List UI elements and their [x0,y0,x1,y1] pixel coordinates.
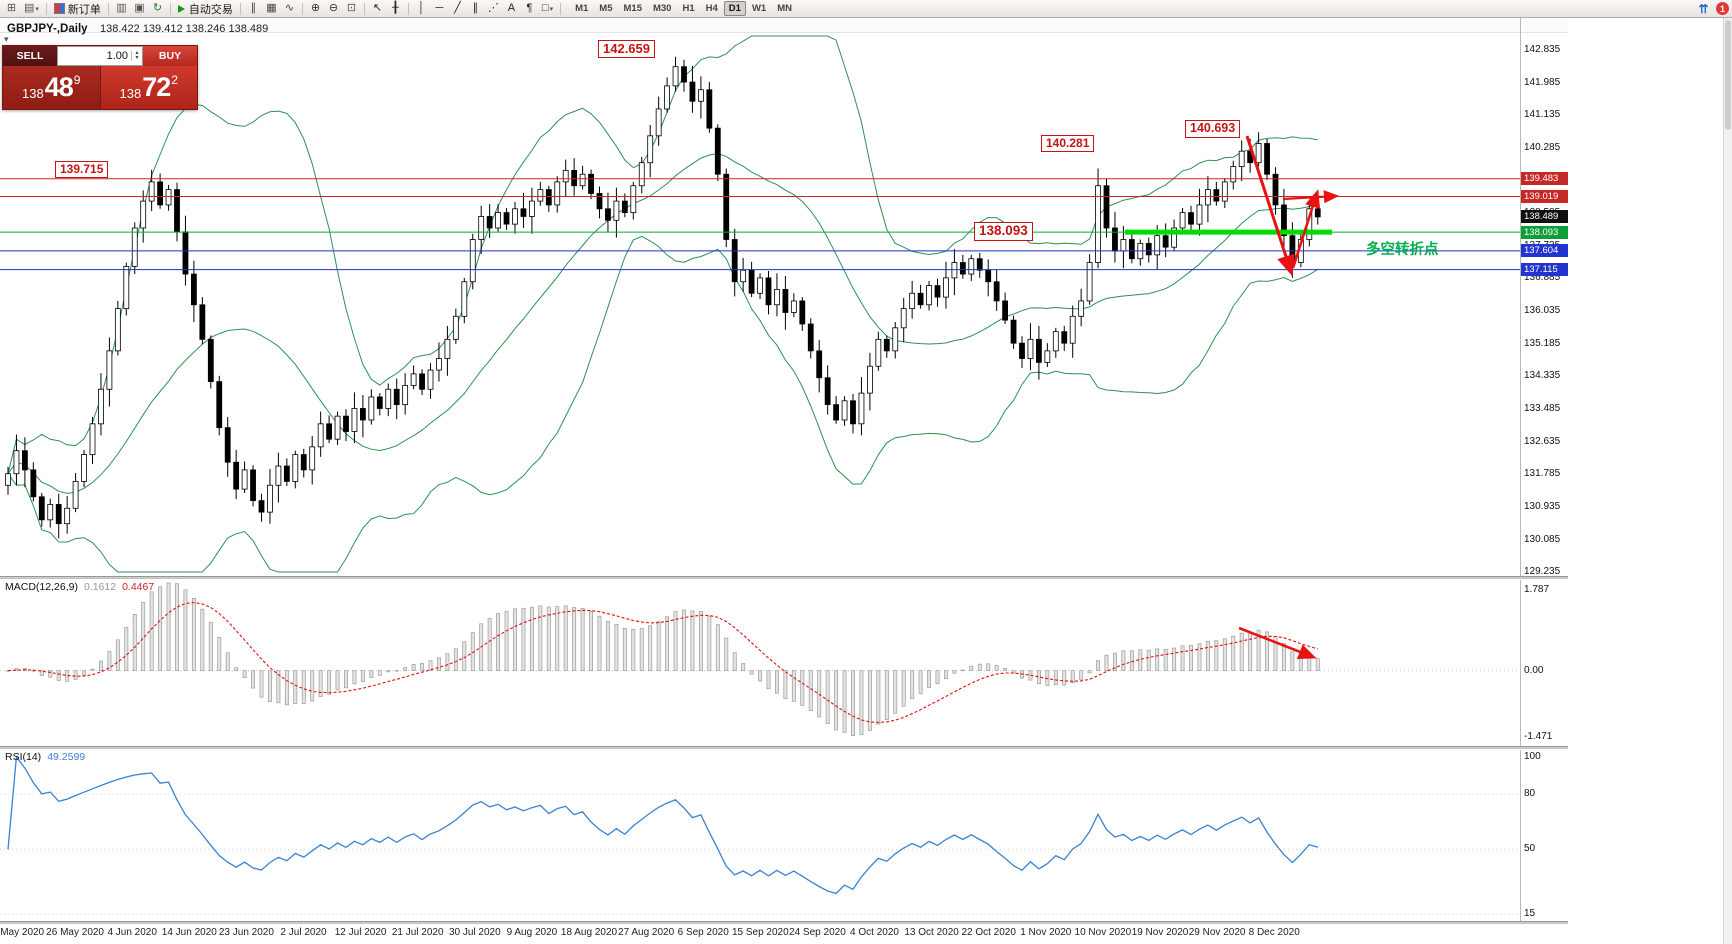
ask-big-digits: 72 [142,72,171,102]
one-click-toggle-icon[interactable]: ▾ [4,34,9,44]
vertical-scrollbar[interactable] [1723,18,1732,944]
horizontal-lines-layer[interactable] [0,178,1520,271]
bid-prefix: 138 [22,86,44,101]
toolbar-separator [169,2,171,15]
swing-price-label[interactable]: 140.281 [1041,135,1095,152]
new-order-button[interactable]: 新订单 [51,1,104,17]
profiles-icon[interactable]: ▤ ▾ [24,2,39,14]
notification-badge[interactable]: 1 [1716,2,1729,15]
toolbar-separator [107,2,109,15]
bollinger-bands [7,35,1319,573]
volume-field[interactable]: 1.00 ▴ ▾ [57,46,143,66]
caret-down-icon: ▾ [35,5,39,13]
refresh-icon[interactable]: ↻ [152,2,163,14]
data-window-icon[interactable]: ▣ [134,2,145,14]
chart-titlebar [0,18,1568,33]
trendline-icon[interactable]: ╱ [454,2,461,14]
volume-spinner[interactable]: ▴ ▾ [131,50,142,61]
sell-button[interactable]: SELL [3,46,57,66]
date-axis-separator [0,921,1568,925]
timeframe-group: M1 M5 M15 M30 H1 H4 D1 W1 MN [570,1,797,16]
rsi-separator[interactable] [0,746,1568,750]
price-axis-border [1520,18,1521,922]
chinese-annotation[interactable]: 多空转折点 [1366,242,1439,258]
scroll-to-end-icon[interactable]: ⇈ [1698,1,1709,16]
toolbar-separator [239,2,241,15]
market-watch-icon[interactable]: ▥ [116,2,127,14]
timeframe-m5-button[interactable]: M5 [599,3,613,14]
bid-pipette: 9 [73,73,81,87]
timeframe-d1-button[interactable]: D1 [723,1,746,16]
play-icon [177,4,185,13]
equidistant-channel-icon[interactable]: ∥ [472,2,479,14]
volume-value[interactable]: 1.00 [106,50,128,62]
timeframe-m30-button[interactable]: M30 [652,3,672,14]
auto-trading-button[interactable]: 自动交易 [175,1,236,17]
macd-panel [0,582,1520,736]
timeframe-m1-button[interactable]: M1 [575,3,589,14]
caret-down-icon: ▾ [549,5,554,13]
rsi-label: RSI(14) 49.2599 [5,751,86,763]
shapes-icon[interactable]: □ ▾ [541,2,554,14]
line-chart-icon[interactable]: ∿ [284,2,295,14]
volume-up-icon[interactable]: ▴ [135,50,139,56]
macd-label: MACD(12,26,9) 0.1612 0.4467 [5,581,155,593]
ask-pipette: 2 [171,73,178,87]
candlestick-chart-icon[interactable]: ▦ [266,2,277,14]
toolbar-separator [560,2,562,15]
zoom-in-icon[interactable]: ⊕ [310,2,321,14]
candles-layer[interactable] [5,56,1321,539]
buy-price-button[interactable]: 138 72 2 [100,66,197,109]
horizontal-line-icon[interactable]: ─ [435,2,444,14]
macd-separator[interactable] [0,576,1568,580]
bid-big-digits: 48 [44,72,74,102]
rsi-panel [0,755,1520,915]
vertical-line-icon[interactable]: │ [417,2,425,14]
order-icon [53,3,65,14]
timeframe-mn-button[interactable]: MN [777,3,792,14]
toolbar-separator [407,2,409,15]
volume-down-icon[interactable]: ▾ [135,55,139,61]
toolbar-separator [363,2,365,15]
zoom-out-icon[interactable]: ⊖ [328,2,339,14]
text-icon[interactable]: A [507,2,516,14]
toolbar-separator [45,2,47,15]
sell-price-button[interactable]: 138 48 9 [3,66,100,109]
swing-price-label[interactable]: 140.693 [1185,120,1241,138]
one-click-trading-panel: SELL 1.00 ▴ ▾ BUY 138 48 9 138 72 2 [2,45,198,110]
tile-windows-icon[interactable]: ⊡ [346,2,357,14]
swing-price-label[interactable]: 138.093 [974,222,1033,241]
toolbar-button-group: ⊞ ▤ ▾ 新订单 ▥ ▣ ↻ 自动交易 ∥ ▦ ∿ ⊕ ⊖ ⊡ ↖ ╂ │ ─ ╱ ∥ ⋰ A ¶ □ ▾ [3,1,564,17]
text-label-icon[interactable]: ¶ [526,2,533,14]
ask-prefix: 138 [119,86,142,101]
crosshair-icon[interactable]: ╂ [392,2,399,14]
cursor-icon[interactable]: ↖ [372,2,383,14]
bar-chart-icon[interactable]: ∥ [250,2,257,14]
timeframe-m15-button[interactable]: M15 [623,3,642,14]
symbol-period-label: GBPJPY-,Daily [7,23,88,35]
scrollbar-thumb[interactable] [1725,20,1731,130]
main-toolbar: ⊞ ▤ ▾ 新订单 ▥ ▣ ↻ 自动交易 ∥ ▦ ∿ ⊕ ⊖ ⊡ ↖ ╂ │ ─ ╱ ∥ ⋰ A ¶ □ ▾ M1 M5 M15 M3… [0,0,1732,18]
swing-price-label[interactable]: 139.715 [55,161,109,178]
fibonacci-icon[interactable]: ⋰ [487,2,499,14]
arrow-objects-layer[interactable] [1238,135,1340,660]
chart-title: GBPJPY-,Daily 138.422 139.412 138.246 13… [7,19,268,37]
toolbar-separator [301,2,303,15]
timeframe-h1-button[interactable]: H1 [682,3,695,14]
new-chart-icon[interactable]: ⊞ [6,2,17,14]
ohlc-values: 138.422 139.412 138.246 138.489 [100,23,269,35]
swing-price-label[interactable]: 142.659 [598,40,655,59]
timeframe-w1-button[interactable]: W1 [751,3,767,14]
buy-button[interactable]: BUY [143,46,197,66]
toolbar-right-group: ⇈ 1 [1695,1,1729,17]
timeframe-h4-button[interactable]: H4 [705,3,718,14]
